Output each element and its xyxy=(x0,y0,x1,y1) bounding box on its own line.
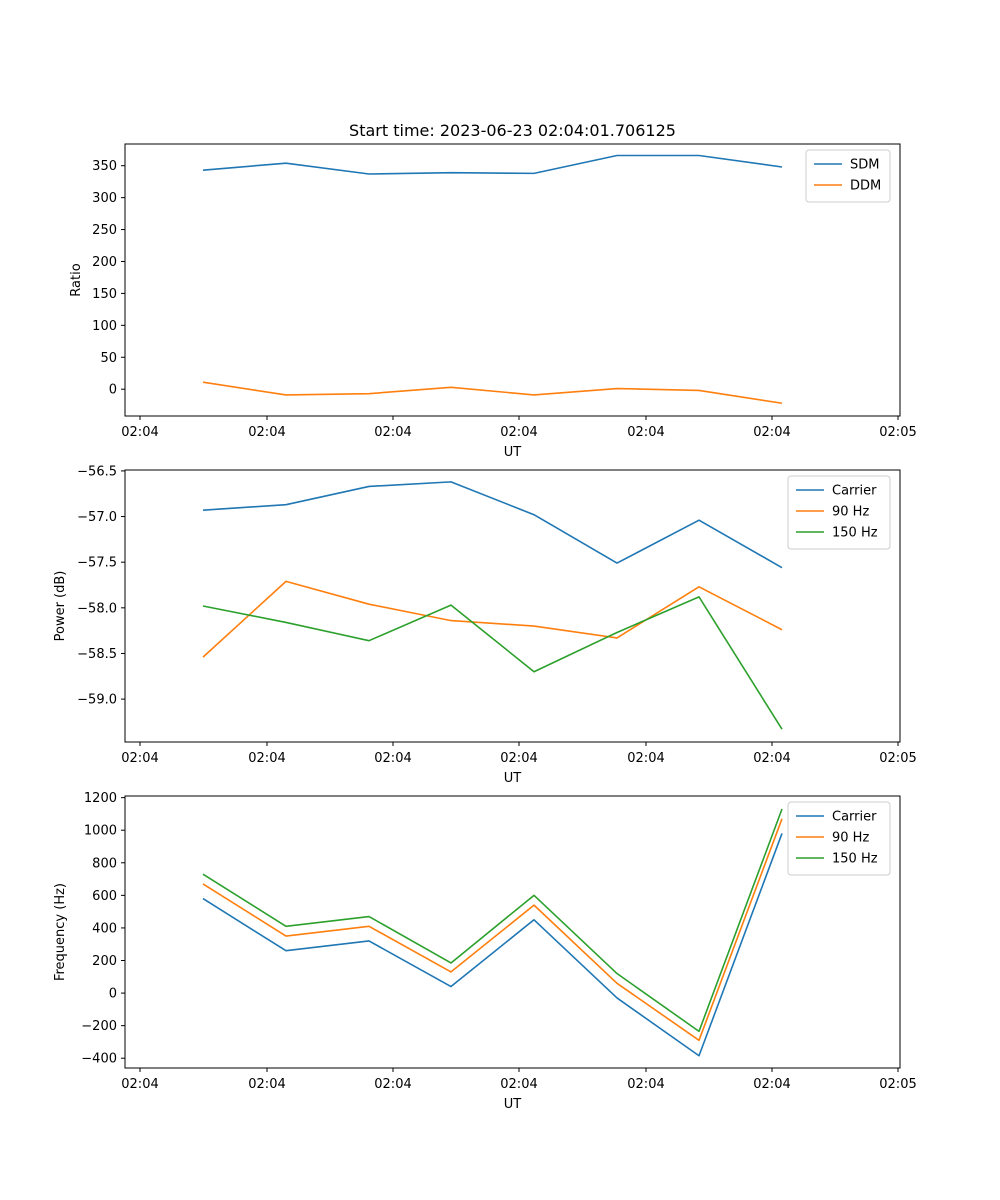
y-tick-label: 200 xyxy=(92,954,117,969)
x-tick-label: 02:04 xyxy=(500,1077,537,1092)
x-tick-label: 02:04 xyxy=(248,425,285,440)
legend-box xyxy=(787,801,891,876)
figure-title: Start time: 2023-06-23 02:04:01.706125 xyxy=(349,121,676,140)
x-axis-label: UT xyxy=(504,445,522,460)
x-tick-label: 02:04 xyxy=(500,425,537,440)
series-line-90-hz xyxy=(202,580,783,658)
series-line-90-hz xyxy=(202,818,783,1042)
series-line-sdm xyxy=(202,154,783,175)
x-tick-label: 02:05 xyxy=(879,1077,916,1092)
y-tick-label: 1000 xyxy=(84,824,117,839)
x-tick-label: 02:04 xyxy=(374,425,411,440)
x-tick-label: 02:04 xyxy=(121,1077,158,1092)
legend-label: Carrier xyxy=(832,810,877,825)
y-tick-label: 300 xyxy=(92,191,117,206)
x-tick-label: 02:04 xyxy=(374,1077,411,1092)
x-tick-label: 02:04 xyxy=(753,751,790,766)
y-tick-label: −58.5 xyxy=(77,647,117,662)
legend: SDM DDM xyxy=(805,149,891,203)
x-tick-label: 02:05 xyxy=(879,751,916,766)
legend-label: DDM xyxy=(850,179,881,194)
plot-frame xyxy=(124,143,901,417)
series-line-150-hz xyxy=(202,808,783,1033)
y-tick-label: −57.0 xyxy=(77,510,117,525)
legend: Carrier 90 Hz 150 Hz xyxy=(787,475,891,550)
y-tick-label: 200 xyxy=(92,255,117,270)
legend-label: Carrier xyxy=(832,484,877,499)
y-tick-label: 800 xyxy=(92,856,117,871)
x-tick-label: 02:04 xyxy=(627,425,664,440)
series-line-150-hz xyxy=(202,596,783,730)
x-axis-label: UT xyxy=(504,1097,522,1112)
plot-frame xyxy=(124,795,901,1069)
legend-label: SDM xyxy=(850,158,879,173)
x-tick-label: 02:04 xyxy=(121,425,158,440)
y-tick-label: −200 xyxy=(81,1019,117,1034)
legend-label: 150 Hz xyxy=(832,526,878,541)
y-tick-label: 50 xyxy=(100,351,117,366)
series-line-carrier xyxy=(202,833,783,1057)
x-tick-label: 02:04 xyxy=(248,751,285,766)
chart-panel-2: 02:04 02:04 02:04 02:04 02:04 02:04 02:05 −59.0… xyxy=(53,464,917,786)
chart-panel-1: 02:04 02:04 02:04 02:04 02:04 02:04 02:05 0 50 10… xyxy=(69,143,917,460)
x-tick-label: 02:04 xyxy=(753,1077,790,1092)
series-line-ddm xyxy=(202,381,783,405)
legend: Carrier 90 Hz 150 Hz xyxy=(787,801,891,876)
x-tick-label: 02:04 xyxy=(627,1077,664,1092)
legend-label: 150 Hz xyxy=(832,852,878,867)
x-tick-label: 02:04 xyxy=(627,751,664,766)
y-tick-label: 1200 xyxy=(84,791,117,806)
y-tick-label: 600 xyxy=(92,889,117,904)
y-tick-label: −58.0 xyxy=(77,601,117,616)
y-axis-label: Ratio xyxy=(69,263,84,296)
x-tick-label: 02:04 xyxy=(248,1077,285,1092)
y-tick-label: −57.5 xyxy=(77,556,117,571)
y-tick-label: 350 xyxy=(92,159,117,174)
y-tick-label: 0 xyxy=(109,383,117,398)
x-tick-label: 02:04 xyxy=(121,751,158,766)
y-tick-label: 150 xyxy=(92,287,117,302)
y-tick-label: 400 xyxy=(92,921,117,936)
y-tick-label: 0 xyxy=(109,987,117,1002)
y-tick-label: 100 xyxy=(92,319,117,334)
x-tick-label: 02:04 xyxy=(500,751,537,766)
y-axis-label: Power (dB) xyxy=(53,571,68,642)
legend-box xyxy=(787,475,891,550)
series-line-carrier xyxy=(202,481,783,569)
y-tick-label: −400 xyxy=(81,1052,117,1067)
x-tick-label: 02:04 xyxy=(753,425,790,440)
y-tick-label: 250 xyxy=(92,223,117,238)
x-tick-label: 02:05 xyxy=(879,425,916,440)
y-tick-label: −56.5 xyxy=(77,464,117,479)
y-tick-label: −59.0 xyxy=(77,693,117,708)
legend-label: 90 Hz xyxy=(832,505,869,520)
chart-panel-3: 02:04 02:04 02:04 02:04 02:04 02:04 02:05 −400 −… xyxy=(53,791,917,1112)
legend-box xyxy=(805,149,891,203)
x-tick-label: 02:04 xyxy=(374,751,411,766)
legend-label: 90 Hz xyxy=(832,831,869,846)
plot-frame xyxy=(124,469,901,743)
y-axis-label: Frequency (Hz) xyxy=(53,883,68,981)
x-axis-label: UT xyxy=(504,771,522,786)
